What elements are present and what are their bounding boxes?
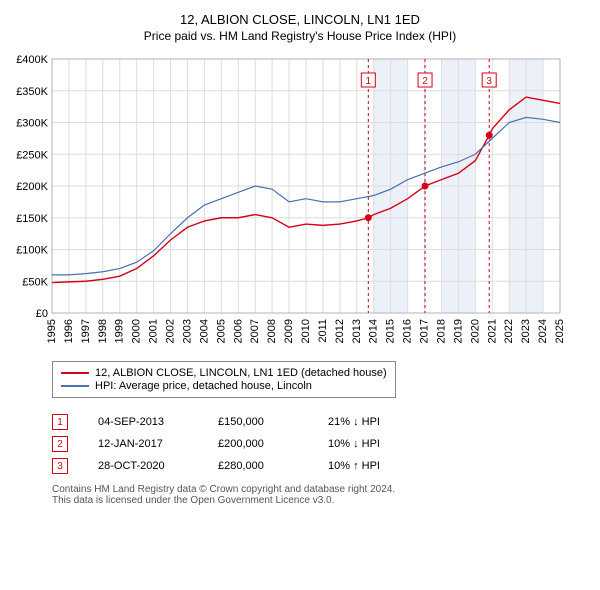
svg-text:2024: 2024	[537, 319, 549, 343]
legend-label: HPI: Average price, detached house, Linc…	[95, 380, 312, 392]
svg-text:2022: 2022	[503, 319, 515, 343]
event-marker: 3	[52, 458, 68, 474]
event-date: 12-JAN-2017	[98, 438, 188, 450]
event-delta: 10% ↑ HPI	[328, 460, 418, 472]
event-price: £150,000	[218, 416, 298, 428]
event-date: 04-SEP-2013	[98, 416, 188, 428]
svg-text:£0: £0	[36, 308, 48, 320]
footer-line1: Contains HM Land Registry data © Crown c…	[52, 484, 590, 495]
svg-text:3: 3	[486, 76, 492, 87]
svg-text:2015: 2015	[385, 319, 397, 343]
svg-text:1997: 1997	[80, 319, 92, 343]
svg-text:2017: 2017	[419, 319, 431, 343]
svg-text:2011: 2011	[317, 319, 329, 343]
event-date: 28-OCT-2020	[98, 460, 188, 472]
legend: 12, ALBION CLOSE, LINCOLN, LN1 1ED (deta…	[52, 361, 396, 398]
svg-text:2008: 2008	[266, 319, 278, 343]
footer-attribution: Contains HM Land Registry data © Crown c…	[52, 484, 590, 506]
svg-text:2012: 2012	[334, 319, 346, 343]
svg-text:1996: 1996	[63, 319, 75, 343]
svg-text:2023: 2023	[520, 319, 532, 343]
event-marker: 2	[52, 436, 68, 452]
svg-text:2004: 2004	[198, 319, 210, 343]
price-chart: £0 £50K £100K £150K £200K £250K £300K £350K £400…	[10, 53, 570, 353]
legend-item: HPI: Average price, detached house, Linc…	[61, 380, 387, 392]
legend-swatch	[61, 372, 89, 374]
svg-text:2005: 2005	[215, 319, 227, 343]
event-marker: 1	[52, 414, 68, 430]
svg-text:2013: 2013	[351, 319, 363, 343]
svg-text:2000: 2000	[131, 319, 143, 343]
event-delta: 21% ↓ HPI	[328, 416, 418, 428]
svg-text:1995: 1995	[46, 319, 58, 343]
event-table: 1 04-SEP-2013 £150,000 21% ↓ HPI 2 12-JAN-201…	[52, 414, 590, 474]
svg-text:2025: 2025	[554, 319, 566, 343]
event-row: 3 28-OCT-2020 £280,000 10% ↑ HPI	[52, 458, 590, 474]
svg-text:2001: 2001	[148, 319, 160, 343]
legend-item: 12, ALBION CLOSE, LINCOLN, LN1 1ED (deta…	[61, 367, 387, 379]
svg-text:£400K: £400K	[16, 54, 48, 66]
svg-text:£300K: £300K	[16, 118, 48, 130]
svg-text:2009: 2009	[283, 319, 295, 343]
legend-label: 12, ALBION CLOSE, LINCOLN, LN1 1ED (deta…	[95, 367, 387, 379]
svg-text:1999: 1999	[114, 319, 126, 343]
legend-swatch	[61, 385, 89, 387]
chart-title: 12, ALBION CLOSE, LINCOLN, LN1 1ED	[10, 12, 590, 27]
chart-subtitle: Price paid vs. HM Land Registry's House …	[10, 29, 590, 43]
svg-text:£100K: £100K	[16, 245, 48, 257]
svg-text:£250K: £250K	[16, 149, 48, 161]
svg-text:2: 2	[422, 76, 428, 87]
svg-text:2002: 2002	[165, 319, 177, 343]
svg-text:2018: 2018	[435, 319, 447, 343]
event-delta: 10% ↓ HPI	[328, 438, 418, 450]
svg-text:2016: 2016	[402, 319, 414, 343]
svg-text:£50K: £50K	[22, 276, 48, 288]
svg-text:2021: 2021	[486, 319, 498, 343]
svg-text:2020: 2020	[469, 319, 481, 343]
svg-text:£150K: £150K	[16, 213, 48, 225]
svg-text:£200K: £200K	[16, 181, 48, 193]
svg-text:1: 1	[366, 76, 372, 87]
event-row: 1 04-SEP-2013 £150,000 21% ↓ HPI	[52, 414, 590, 430]
svg-text:2019: 2019	[452, 319, 464, 343]
svg-text:2014: 2014	[368, 319, 380, 343]
chart-container: £0 £50K £100K £150K £200K £250K £300K £350K £400…	[10, 53, 590, 353]
svg-text:2010: 2010	[300, 319, 312, 343]
svg-text:2003: 2003	[181, 319, 193, 343]
footer-line2: This data is licensed under the Open Gov…	[52, 495, 590, 506]
event-price: £280,000	[218, 460, 298, 472]
event-price: £200,000	[218, 438, 298, 450]
event-row: 2 12-JAN-2017 £200,000 10% ↓ HPI	[52, 436, 590, 452]
svg-text:£350K: £350K	[16, 86, 48, 98]
svg-text:2006: 2006	[232, 319, 244, 343]
svg-text:1998: 1998	[97, 319, 109, 343]
svg-text:2007: 2007	[249, 319, 261, 343]
